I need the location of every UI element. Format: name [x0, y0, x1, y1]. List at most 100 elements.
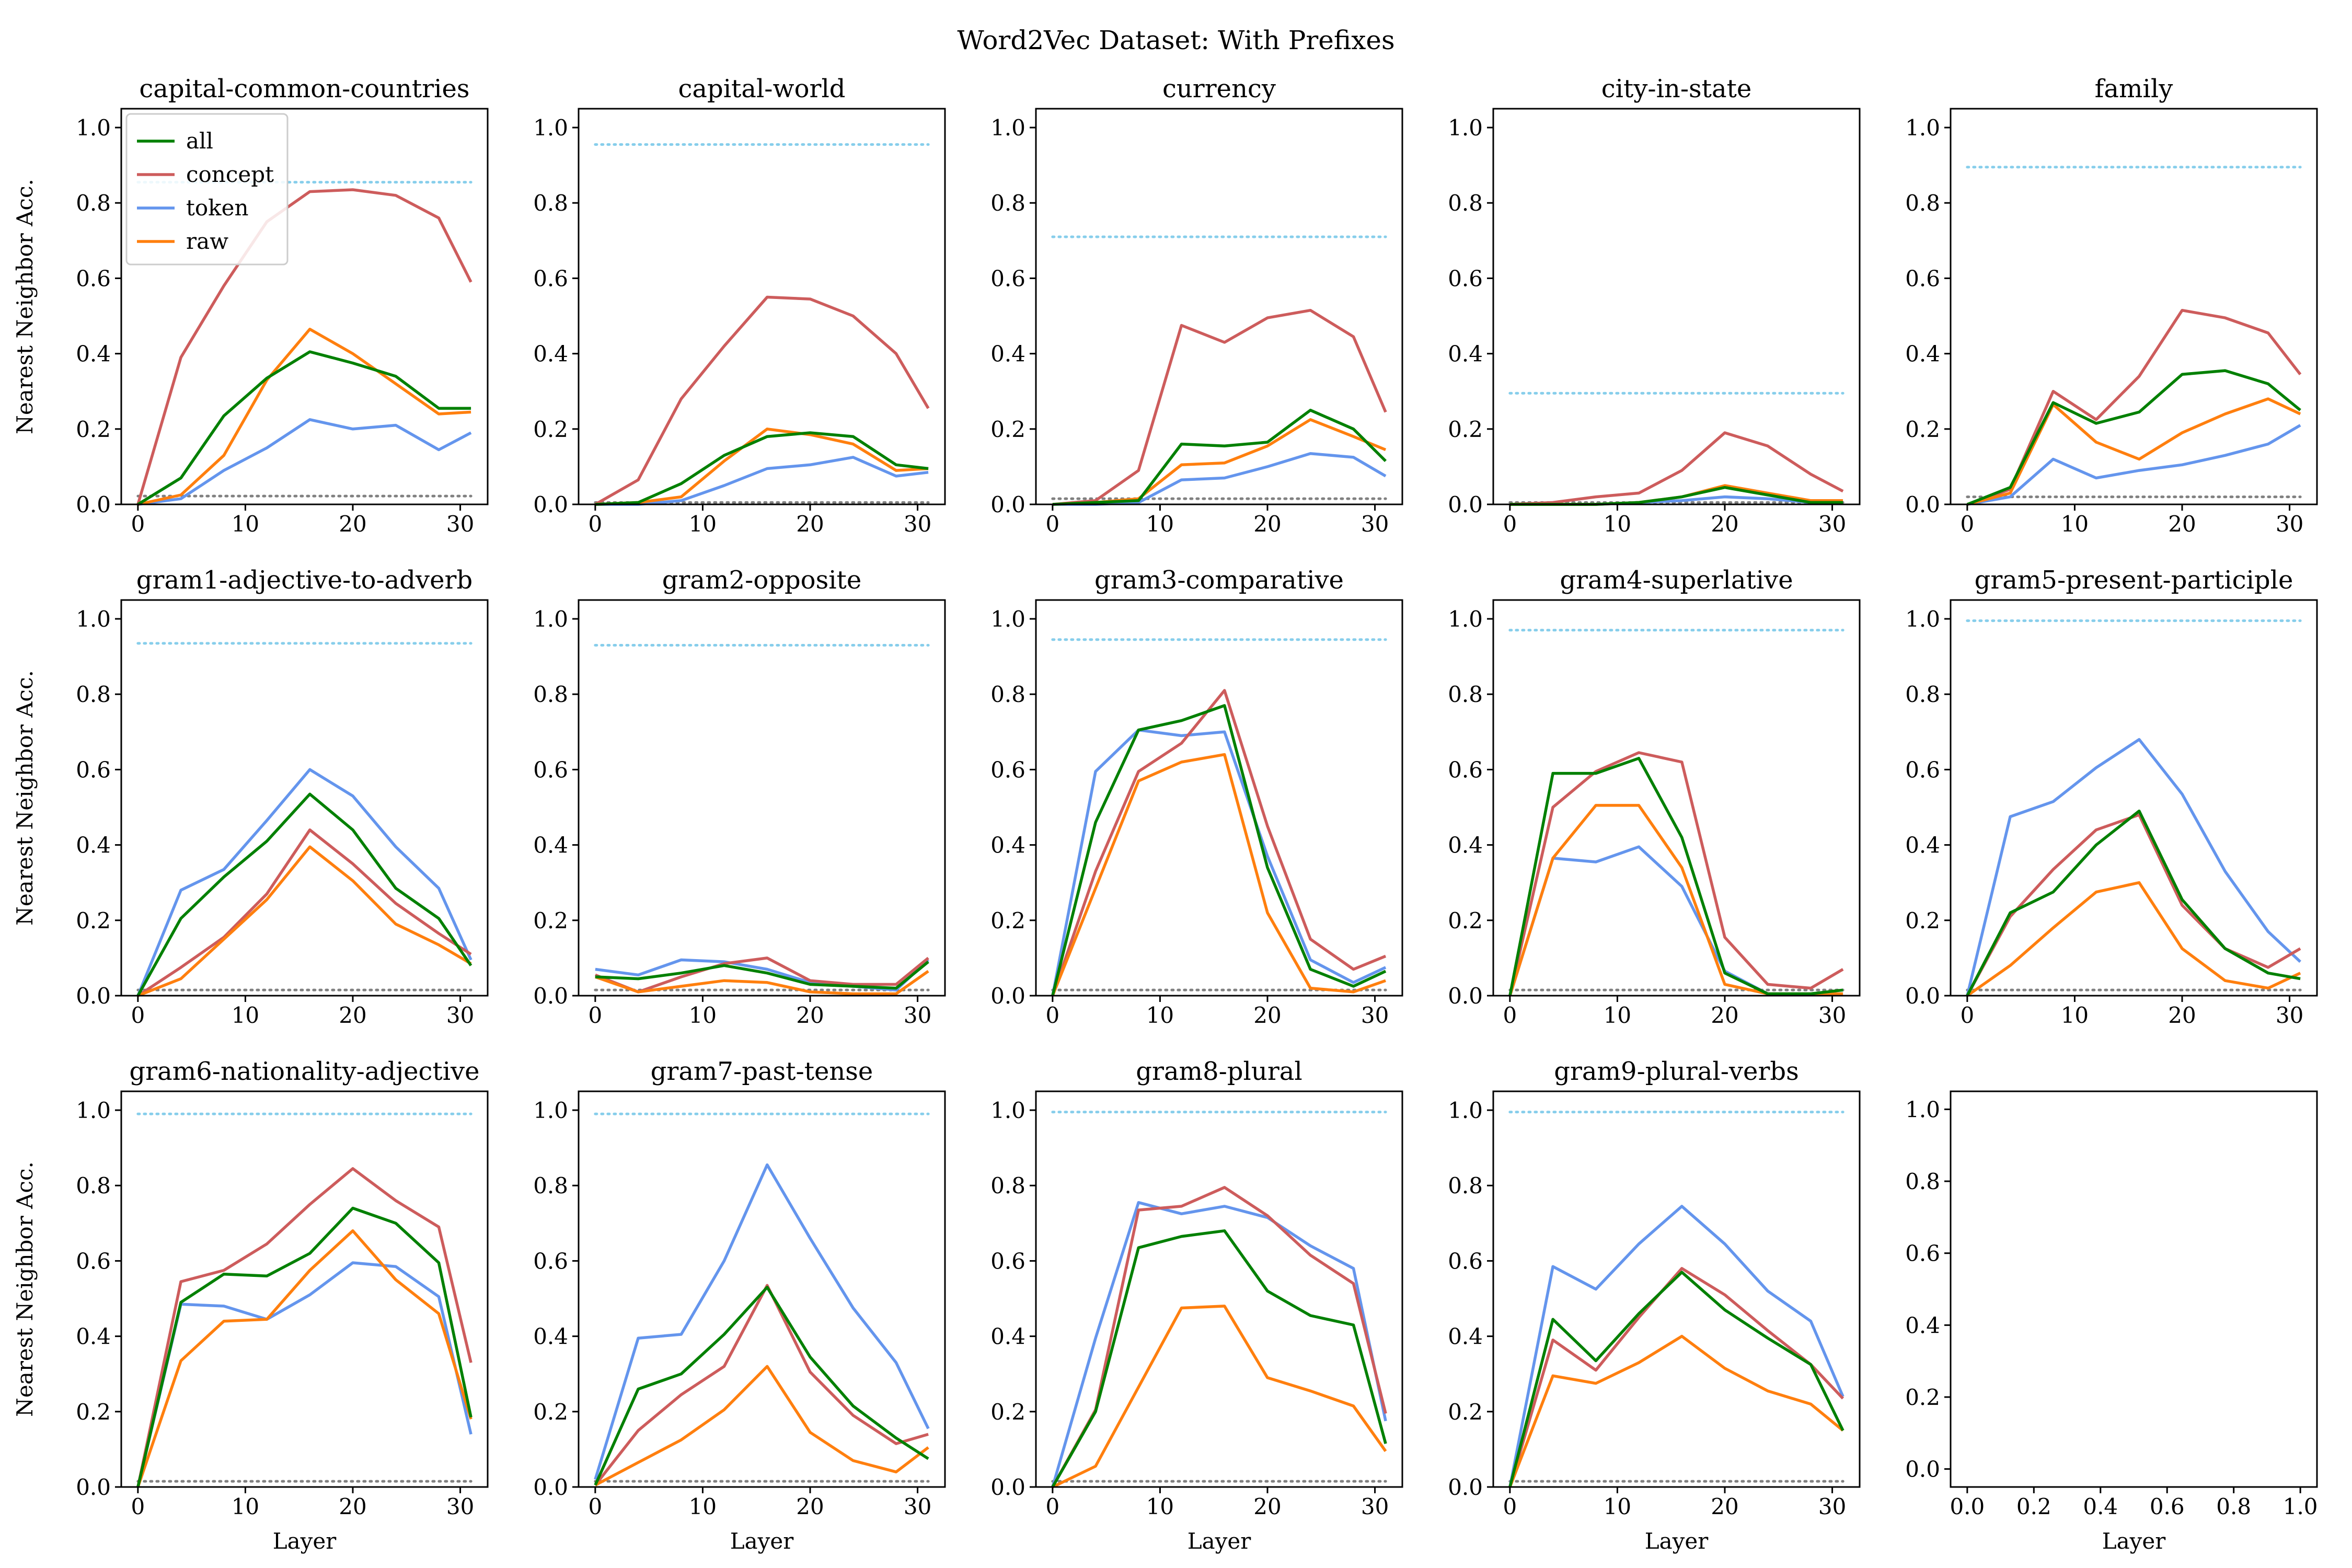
y-tick-label: 0.0: [533, 1474, 568, 1500]
y-tick-label: 1.0: [533, 606, 568, 632]
panel-title: gram7-past-tense: [651, 1057, 873, 1086]
series-line-concept: [1509, 431, 1844, 506]
y-tick-label: 0.0: [76, 492, 111, 517]
y-tick-label: 0.6: [76, 1248, 111, 1274]
y-tick-label: 0.4: [1905, 1312, 1940, 1338]
y-tick-label: 0.2: [76, 1399, 111, 1425]
axes-frame: [1035, 108, 1403, 505]
series-line-raw: [1508, 1334, 1844, 1488]
y-tick-label: 0.0: [1905, 983, 1940, 1009]
y-tick-label: 0.0: [1905, 1457, 1940, 1482]
series-line-all: [1508, 757, 1843, 996]
series-line-token: [1508, 1205, 1844, 1488]
y-tick-label: 0.8: [990, 190, 1025, 216]
x-tick-label: 30: [904, 1494, 931, 1519]
x-tick-label: 10: [689, 511, 717, 537]
x-tick-label: 30: [2276, 511, 2303, 537]
series-line-concept: [1051, 1186, 1387, 1488]
y-tick-label: 0.4: [1448, 833, 1483, 858]
series-line-concept: [1052, 308, 1387, 506]
x-tick-label: 30: [1818, 511, 1846, 537]
x-tick-label: 30: [1818, 1002, 1846, 1028]
x-tick-label: 0: [131, 511, 145, 537]
y-tick-label: 0.6: [1448, 266, 1483, 291]
x-tick-label: 20: [339, 1494, 366, 1519]
series-line-all: [1051, 1229, 1387, 1488]
x-tick-label: 1.0: [2283, 1494, 2318, 1519]
x-tick-label: 30: [2276, 1002, 2303, 1028]
x-tick-label: 20: [1711, 1002, 1738, 1028]
series-line-raw: [594, 970, 929, 996]
y-tick-label: 0.8: [533, 190, 568, 216]
series-line-all: [136, 1206, 472, 1488]
x-tick-label: 0.2: [2016, 1494, 2051, 1519]
y-tick-label: 0.6: [76, 757, 111, 782]
y-tick-label: 0.4: [76, 833, 111, 858]
series-line-all: [594, 1286, 929, 1486]
x-tick-label: 30: [1361, 1494, 1389, 1519]
panel-title: gram1-adjective-to-adverb: [136, 566, 472, 595]
panel-title: gram4-superlative: [1560, 566, 1793, 595]
figure-title: Word2Vec Dataset: With Prefixes: [957, 25, 1394, 55]
x-tick-label: 0: [1045, 1494, 1059, 1519]
series-line-concept: [1508, 1267, 1844, 1488]
y-tick-label: 0.6: [1448, 1248, 1483, 1274]
x-tick-label: 10: [1146, 511, 1174, 537]
series-line-concept: [1508, 751, 1844, 996]
x-tick-label: 0.8: [2216, 1494, 2251, 1519]
x-tick-label: 0: [1960, 511, 1974, 537]
x-tick-label: 10: [232, 511, 259, 537]
y-tick-label: 0.8: [1448, 682, 1483, 707]
y-tick-label: 1.0: [1448, 1098, 1483, 1123]
panel-gram9-plural-verbs: gram9-plural-verbs 0 10 20 30 0.0 0.2 0.4 0.6 0.8…: [1448, 1057, 1861, 1554]
y-tick-label: 1.0: [990, 606, 1025, 632]
panel-gram1-adjective-to-adverb: gram1-adjective-to-adverb 0 10 20 30 0.0 0.2 0.…: [12, 566, 489, 1028]
series-line-raw: [594, 1365, 929, 1486]
x-tick-label: 10: [2061, 1002, 2089, 1028]
y-tick-label: 1.0: [990, 1098, 1025, 1123]
x-tick-label: 0: [588, 1494, 602, 1519]
y-tick-label: 0.0: [533, 983, 568, 1009]
y-tick-label: 0.4: [1448, 1324, 1483, 1350]
y-tick-label: 0.4: [990, 341, 1025, 367]
x-axis-label: Layer: [730, 1528, 794, 1554]
x-tick-label: 20: [2168, 1002, 2196, 1028]
series-line-token: [137, 418, 472, 506]
x-tick-label: 0: [131, 1494, 145, 1519]
y-tick-label: 1.0: [533, 115, 568, 141]
y-tick-label: 0.6: [990, 266, 1025, 291]
y-tick-label: 0.2: [76, 417, 111, 442]
y-tick-label: 0.4: [1905, 341, 1940, 367]
y-tick-label: 1.0: [990, 115, 1025, 141]
axes-frame: [1035, 599, 1403, 997]
axes-frame: [1950, 1090, 2318, 1488]
axes-frame: [1492, 1090, 1861, 1488]
y-tick-label: 0.8: [1905, 682, 1940, 707]
x-tick-label: 30: [446, 1002, 474, 1028]
series-line-raw: [137, 328, 471, 506]
y-tick-label: 0.8: [76, 682, 111, 707]
series-line-raw: [1508, 804, 1843, 996]
y-axis-label: Nearest Neighbor Acc.: [12, 670, 38, 926]
y-tick-label: 0.6: [533, 266, 568, 291]
y-tick-label: 1.0: [1905, 606, 1940, 632]
y-tick-label: 0.8: [533, 1173, 568, 1198]
y-tick-label: 1.0: [1905, 1097, 1940, 1122]
x-tick-label: 0: [1045, 511, 1059, 537]
y-tick-label: 0.4: [1448, 341, 1483, 367]
legend-label-token: token: [186, 195, 249, 221]
panel-gram3-comparative: gram3-comparative 0 10 20 30 0.0 0.2 0.4 0.6 0.8 1…: [990, 566, 1403, 1028]
panel-gram7-past-tense: gram7-past-tense 0 10 20 30 0.0 0.2 0.4 0.6 0.8 1.…: [533, 1057, 946, 1554]
series-line-raw: [137, 845, 472, 997]
x-tick-label: 10: [2061, 511, 2089, 537]
series-line-concept: [137, 828, 472, 997]
y-tick-label: 0.8: [1905, 1169, 1940, 1194]
series-line-token: [1051, 728, 1387, 996]
y-tick-label: 0.0: [1905, 492, 1940, 517]
series-line-concept: [1966, 813, 2301, 997]
y-tick-label: 0.2: [76, 908, 111, 933]
panel-gram8-plural: gram8-plural 0 10 20 30 0.0 0.2 0.4 0.6 0.8 1.0 Lay…: [990, 1057, 1403, 1554]
panels-layer: capital-common-countries 0 10 20 30 0.0 0.2 0.4…: [12, 74, 2318, 1554]
x-tick-label: 20: [2168, 511, 2196, 537]
panel-title: gram6-nationality-adjective: [129, 1057, 479, 1086]
